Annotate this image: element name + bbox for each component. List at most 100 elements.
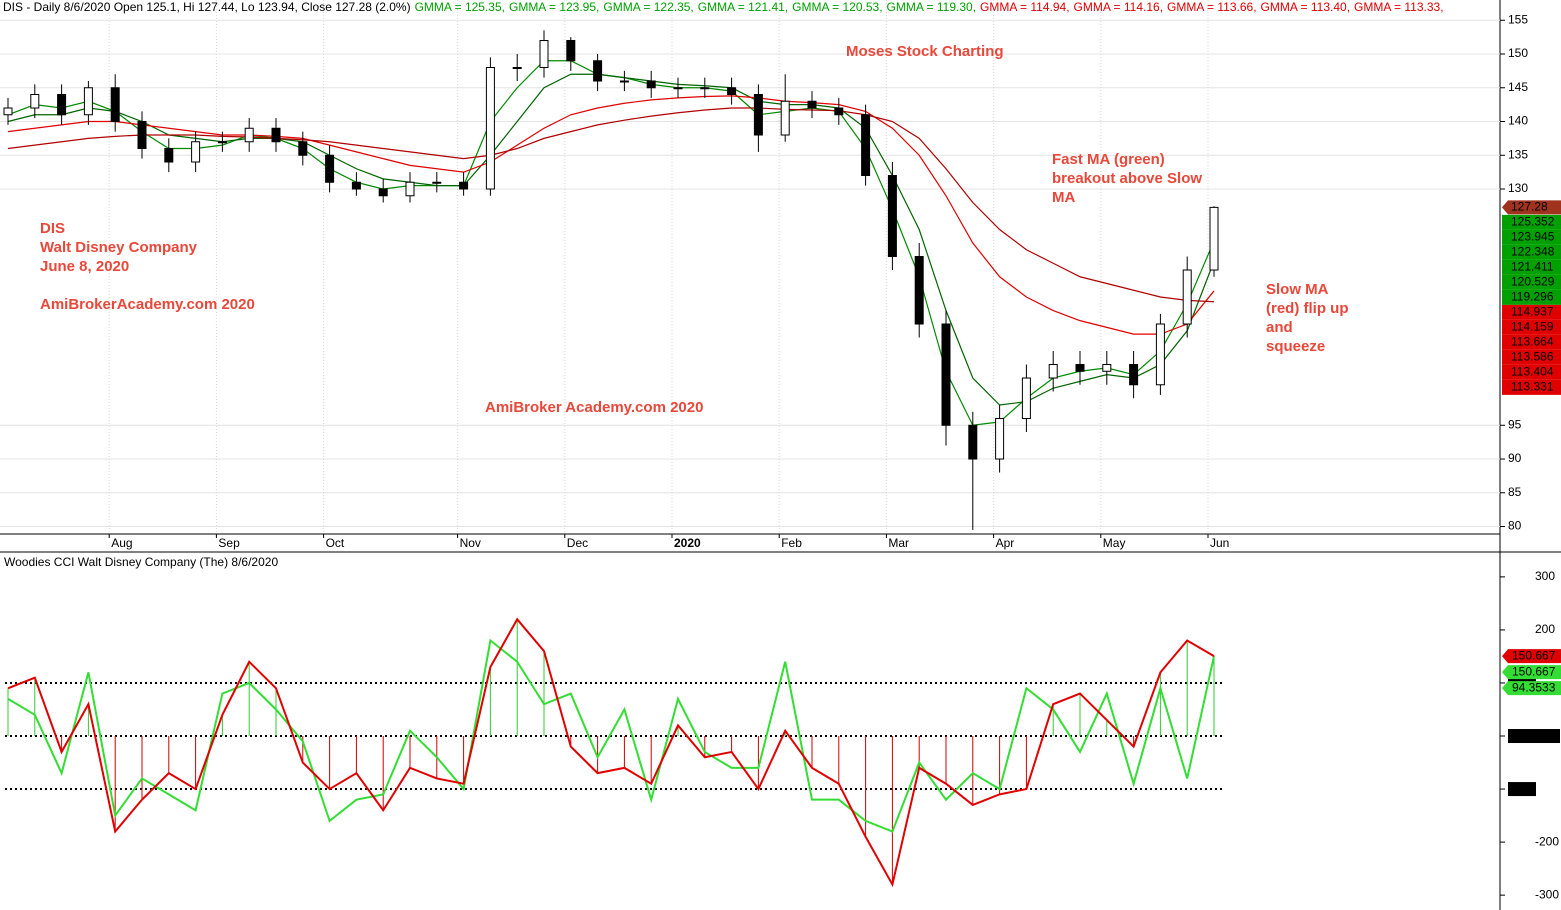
header-item: GMMA = 121.41, — [698, 0, 788, 14]
candle-body — [325, 154, 335, 183]
gmma-line — [7, 73, 1215, 406]
price-box — [1502, 214, 1561, 230]
header-item: GMMA = 120.53, — [792, 0, 882, 14]
y-tick-label: 95 — [1508, 417, 1522, 431]
value-box — [1502, 665, 1561, 680]
y-tick-label: 85 — [1508, 485, 1522, 499]
candle-body — [941, 323, 951, 426]
y-tick-label: 155 — [1508, 12, 1528, 26]
price-box-label: 113.586 — [1511, 350, 1554, 364]
price-box-label: 120.529 — [1511, 275, 1555, 289]
candle-body — [1155, 323, 1165, 386]
value-box-label: 150.667 — [1512, 648, 1556, 662]
candle-body — [191, 141, 201, 163]
price-box — [1502, 379, 1561, 395]
candle-body — [834, 107, 844, 116]
price-box-label: 113.404 — [1511, 365, 1554, 379]
annotation: squeeze — [1266, 338, 1325, 355]
header-item: GMMA = 114.94, — [980, 0, 1070, 14]
price-box — [1502, 244, 1561, 260]
annotation: DIS — [40, 220, 65, 237]
x-tick-label: Dec — [567, 536, 588, 550]
cci-line — [7, 617, 1215, 888]
y-tick-label: -100 — [1510, 781, 1534, 795]
price-box-label: 123.945 — [1511, 230, 1555, 244]
price-box-label: 127.28 — [1511, 200, 1548, 214]
price-box-label: 114.937 — [1511, 305, 1554, 319]
x-tick-label: May — [1103, 536, 1126, 550]
annotation: Walt Disney Company — [40, 239, 198, 256]
candle-body — [3, 107, 13, 116]
candle-body — [566, 40, 576, 62]
candle-body — [217, 141, 227, 144]
x-tick-label: Oct — [326, 536, 345, 550]
header-item: GMMA = 113.40, — [1261, 0, 1351, 14]
x-tick-label: Mar — [888, 536, 909, 550]
header-item: GMMA = 114.16, — [1074, 0, 1164, 14]
candle-body — [351, 181, 361, 190]
price-box-label: 125.352 — [1511, 215, 1555, 229]
annotation: Slow MA — [1266, 281, 1329, 298]
y-tick-label: 90 — [1508, 451, 1522, 465]
header-item: DIS - Daily 8/6/2020 Open 125.1, Hi 127.… — [3, 0, 411, 14]
candle-body — [914, 256, 924, 325]
annotation: (red) flip up — [1266, 300, 1349, 317]
price-box-label: 119.296 — [1511, 290, 1554, 304]
header-item: GMMA = 113.66, — [1167, 0, 1257, 14]
value-box — [1502, 649, 1561, 664]
candle-body — [57, 94, 67, 116]
candle-body — [512, 67, 522, 70]
candle-body — [646, 80, 656, 89]
header-item: GMMA = 125.35, — [415, 0, 505, 14]
header: DIS - Daily 8/6/2020 Open 125.1, Hi 127.… — [3, 0, 1444, 14]
annotation: AmiBrokerAcademy.com 2020 — [40, 296, 255, 313]
candle-body — [164, 148, 174, 163]
header-item: GMMA = 119.30, — [887, 0, 977, 14]
candle-body — [432, 181, 442, 184]
y-tick-label: 145 — [1508, 80, 1528, 94]
candle-body — [137, 121, 147, 150]
candle-body — [1129, 364, 1139, 386]
header-item: GMMA = 122.35, — [603, 0, 693, 14]
annotation: MA — [1052, 189, 1075, 206]
annotation: and — [1266, 319, 1293, 336]
candle-body — [459, 181, 469, 190]
price-box-label: 113.664 — [1511, 335, 1554, 349]
price-box — [1502, 274, 1561, 290]
y-tick-label: -300 — [1535, 887, 1559, 901]
price-box-label: 114.159 — [1511, 320, 1554, 334]
candle-body — [700, 87, 710, 90]
y-tick-label: 140 — [1508, 114, 1528, 128]
price-box-label: 113.331 — [1511, 380, 1554, 394]
x-tick-label: Nov — [460, 536, 481, 550]
candle-body — [1102, 364, 1112, 372]
candle-body — [1048, 364, 1058, 379]
x-tick-label: Feb — [781, 536, 802, 550]
gmma-line — [7, 107, 1215, 303]
candle-body — [995, 418, 1005, 460]
candle-body — [244, 127, 254, 143]
candle-body — [619, 80, 629, 83]
annotation: AmiBroker Academy.com 2020 — [485, 399, 703, 416]
y-tick-box — [1508, 729, 1560, 744]
candle-body — [593, 60, 603, 82]
y-tick-label: 150 — [1508, 46, 1528, 60]
y-tick-label: 135 — [1508, 147, 1528, 161]
candle-body — [405, 181, 415, 197]
header-item: GMMA = 123.95, — [509, 0, 599, 14]
price-box — [1502, 229, 1561, 245]
annotation: Fast MA (green) — [1052, 151, 1165, 168]
price-box — [1502, 364, 1561, 380]
y-tick-label: 80 — [1508, 519, 1522, 533]
candle-body — [968, 424, 978, 460]
x-tick-label: Jun — [1210, 536, 1229, 550]
candle-body — [271, 127, 281, 143]
price-box-label: 121.411 — [1511, 260, 1554, 274]
x-tick-label: 2020 — [674, 536, 701, 550]
price-box — [1502, 349, 1561, 365]
header-item: GMMA = 113.33, — [1354, 0, 1444, 14]
gmma-line — [7, 95, 1215, 335]
